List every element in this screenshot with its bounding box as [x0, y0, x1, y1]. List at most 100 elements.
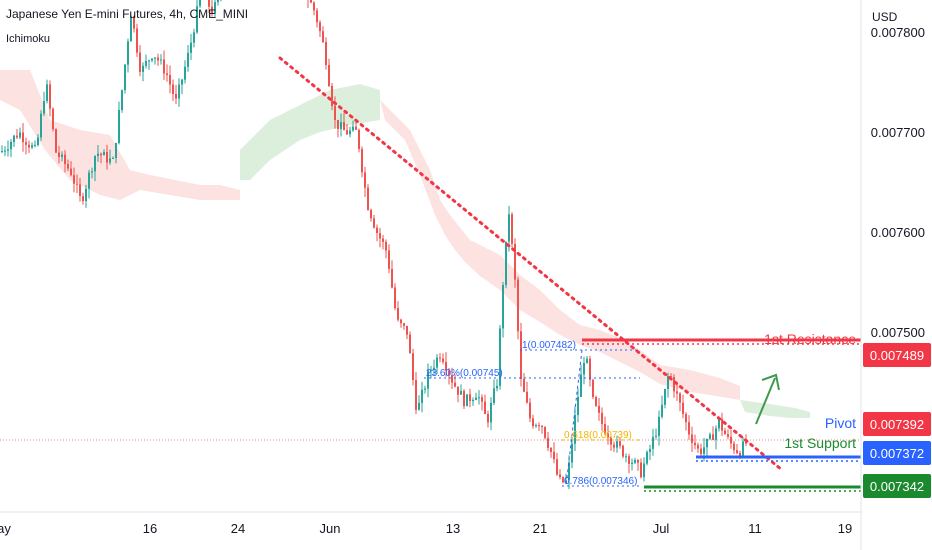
candle-body: [88, 172, 90, 189]
candle-body: [208, 0, 210, 7]
fib-level-label: 0.786(0.007346): [564, 476, 637, 487]
candle-body: [463, 390, 465, 407]
support-label: 1st Support: [784, 435, 856, 451]
candle-body: [163, 59, 165, 74]
candle-body: [97, 153, 99, 157]
candle-body: [607, 433, 609, 439]
candle-body: [73, 175, 75, 184]
candle-body: [313, 2, 315, 11]
candle-body: [160, 59, 162, 61]
candle-body: [46, 84, 48, 102]
candle-body: [31, 145, 33, 148]
candle-body: [346, 130, 348, 135]
candle-body: [400, 319, 402, 324]
fib-level-label: 23.60%(0.00745): [426, 368, 503, 379]
candle-body: [571, 443, 573, 463]
y-tick-label: 0.007500: [871, 325, 925, 340]
price-badge: [863, 412, 931, 436]
candle-body: [436, 357, 438, 368]
candle-body: [55, 129, 57, 153]
fib-trend-line: [565, 349, 583, 487]
candle-body: [157, 57, 159, 61]
candle-body: [703, 447, 705, 454]
candle-body: [505, 241, 507, 286]
candle-body: [379, 233, 381, 239]
candle-body: [70, 168, 72, 176]
candle-body: [64, 154, 66, 165]
candle-body: [649, 448, 651, 452]
candle-body: [724, 430, 726, 435]
candle-body: [478, 397, 480, 399]
candle-body: [361, 149, 363, 173]
x-tick-label: Jun: [320, 521, 341, 536]
candle-body: [370, 209, 372, 219]
candle-body: [328, 64, 330, 86]
x-tick-label: 13: [446, 521, 460, 536]
candle-body: [136, 28, 138, 53]
candle-body: [358, 129, 360, 150]
candle-body: [148, 60, 150, 62]
candle-body: [316, 10, 318, 23]
candle-body: [493, 388, 495, 403]
candle-body: [4, 150, 6, 152]
candle-body: [643, 463, 645, 478]
price-badge: [863, 343, 931, 367]
candle-body: [352, 126, 354, 131]
candle-body: [595, 396, 597, 406]
cloud-bull-1: [240, 84, 380, 180]
candle-body: [37, 137, 39, 145]
candle-body: [172, 84, 174, 95]
candle-body: [388, 250, 390, 269]
candle-body: [616, 441, 618, 448]
candle-body: [634, 460, 636, 463]
descending-trendline: [278, 56, 784, 472]
candlesticks: [1, 0, 747, 490]
x-tick-label: 16: [143, 521, 157, 536]
candle-body: [25, 142, 27, 145]
candle-body: [490, 402, 492, 423]
candle-body: [592, 379, 594, 397]
candle-body: [334, 105, 336, 120]
candle-body: [508, 214, 510, 242]
candle-body: [532, 418, 534, 427]
chart-title: Japanese Yen E-mini Futures, 4h, CME_MIN…: [6, 7, 249, 21]
candle-body: [322, 31, 324, 43]
candle-body: [40, 113, 42, 138]
candle-body: [460, 390, 462, 395]
candle-body: [691, 434, 693, 443]
candle-body: [76, 183, 78, 185]
candle-body: [652, 436, 654, 449]
candle-body: [631, 462, 633, 464]
price-badge: [863, 474, 931, 498]
x-tick-label: 19: [838, 521, 852, 536]
candle-body: [166, 73, 168, 76]
candle-body: [448, 370, 450, 376]
candle-body: [415, 380, 417, 410]
y-tick-label: 0.007700: [871, 125, 925, 140]
candle-body: [487, 414, 489, 423]
candle-body: [694, 442, 696, 446]
candle-body: [190, 42, 192, 53]
fib-level-label: 0.618(0.00739): [564, 430, 632, 441]
candle-body: [499, 328, 501, 386]
candle-body: [184, 66, 186, 80]
x-tick-label: 11: [748, 521, 762, 536]
candle-body: [199, 0, 201, 7]
candle-body: [142, 65, 144, 72]
candle-body: [580, 374, 582, 397]
candle-body: [646, 451, 648, 464]
candle-body: [340, 122, 342, 129]
candle-body: [103, 151, 105, 156]
candle-body: [574, 414, 576, 444]
candle-body: [187, 52, 189, 67]
candle-body: [562, 477, 564, 483]
candle-body: [409, 334, 411, 354]
candle-body: [19, 132, 21, 138]
candle-body: [739, 452, 741, 457]
candle-body: [337, 119, 339, 129]
candle-body: [169, 75, 171, 85]
candle-body: [598, 405, 600, 413]
candle-body: [679, 393, 681, 403]
